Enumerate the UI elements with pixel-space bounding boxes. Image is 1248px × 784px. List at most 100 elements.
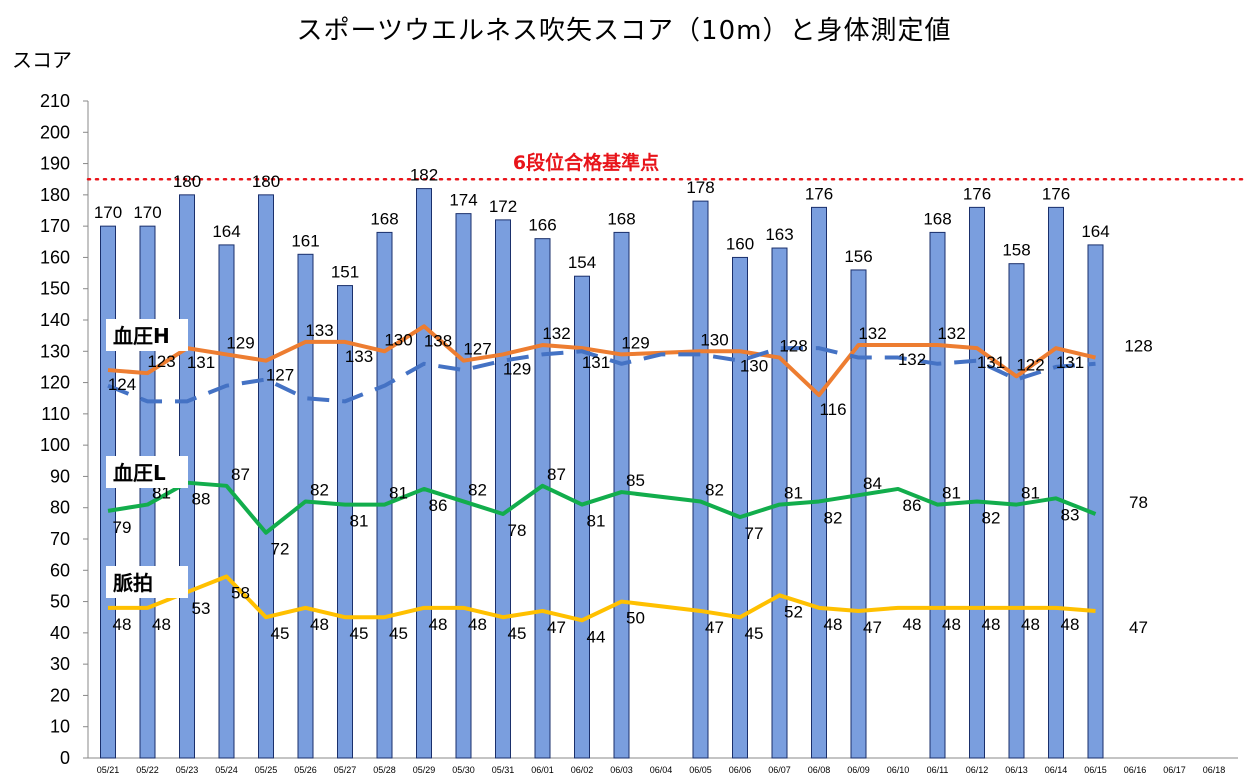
bp-low-value-label: 82 bbox=[982, 508, 1001, 527]
y-tick-label: 90 bbox=[50, 466, 70, 486]
bp-high-value-label: 132 bbox=[898, 350, 926, 369]
bar bbox=[218, 244, 235, 759]
x-tick-label: 06/06 bbox=[729, 765, 752, 775]
chart-title: スポーツウエルネス吹矢スコア（10m）と身体測定値 bbox=[296, 16, 952, 46]
y-tick-label: 170 bbox=[40, 216, 70, 236]
bar bbox=[376, 231, 393, 759]
y-tick-label: 10 bbox=[50, 717, 70, 737]
bp-low-value-label: 77 bbox=[745, 524, 764, 543]
x-tick-label: 05/27 bbox=[334, 765, 357, 775]
x-tick-label: 05/30 bbox=[452, 765, 475, 775]
bp-high-value-label: 129 bbox=[621, 333, 649, 352]
x-tick-label: 05/28 bbox=[373, 765, 396, 775]
bp-high-value-label: 132 bbox=[858, 324, 886, 343]
bp-low-value-label: 82 bbox=[705, 480, 724, 499]
pulse-value-label: 48 bbox=[903, 615, 922, 634]
x-tick-label: 06/02 bbox=[571, 765, 594, 775]
bp-high-value-label: 122 bbox=[1016, 355, 1044, 374]
bp-low-value-label: 81 bbox=[784, 484, 803, 503]
bar-value-label: 166 bbox=[528, 216, 556, 235]
series-label-bp-high-box bbox=[106, 319, 188, 351]
bp-high-value-label: 130 bbox=[384, 330, 412, 349]
x-tick-label: 06/18 bbox=[1203, 765, 1226, 775]
y-tick-label: 20 bbox=[50, 685, 70, 705]
x-tick-label: 06/16 bbox=[1124, 765, 1147, 775]
series-label-pulse: 脈拍 bbox=[113, 571, 153, 595]
series-label-bp-high: 血圧H bbox=[113, 324, 170, 348]
pulse-value-label: 48 bbox=[152, 615, 171, 634]
y-tick-label: 0 bbox=[60, 748, 70, 768]
pulse-value-label: 47 bbox=[1129, 618, 1148, 637]
pulse-value-label: 50 bbox=[626, 609, 645, 628]
bar bbox=[139, 225, 156, 759]
x-tick-label: 06/11 bbox=[927, 765, 949, 775]
bar-value-label: 160 bbox=[726, 234, 754, 253]
bp-high-value-label: 116 bbox=[819, 400, 846, 419]
series-line-bp-low bbox=[107, 480, 1097, 535]
bp-low-value-label: 82 bbox=[310, 480, 329, 499]
bp-low-value-label: 81 bbox=[942, 484, 961, 503]
bp-low-value-label: 82 bbox=[468, 480, 487, 499]
x-tick-label: 05/25 bbox=[255, 765, 278, 775]
bar-value-label: 180 bbox=[173, 172, 201, 191]
x-tick-label: 06/05 bbox=[689, 765, 712, 775]
x-tick-label: 06/03 bbox=[610, 765, 633, 775]
bar bbox=[574, 275, 590, 759]
x-tick-label: 06/04 bbox=[650, 765, 673, 775]
bar bbox=[811, 206, 827, 759]
bar bbox=[1048, 206, 1064, 759]
bp-high-value-label: 132 bbox=[542, 324, 570, 343]
y-tick-label: 160 bbox=[40, 247, 70, 267]
pulse-value-label: 48 bbox=[310, 615, 329, 634]
bar-value-label: 176 bbox=[1042, 184, 1070, 203]
bp-low-value-label: 78 bbox=[1129, 493, 1148, 512]
bp-high-value-label: 131 bbox=[582, 353, 610, 372]
y-tick-label: 100 bbox=[40, 435, 70, 455]
pulse-value-label: 45 bbox=[745, 624, 764, 643]
bp-high-value-label: 131 bbox=[977, 353, 1005, 372]
pulse-value-label: 48 bbox=[1021, 615, 1040, 634]
bar-value-label: 168 bbox=[370, 209, 398, 228]
series-label-pulse-box bbox=[106, 566, 188, 598]
bp-low-value-label: 86 bbox=[903, 496, 922, 515]
x-tick-label: 05/21 bbox=[97, 765, 120, 775]
bar-value-label: 164 bbox=[212, 222, 240, 241]
bar-value-label: 163 bbox=[765, 225, 793, 244]
y-tick-label: 120 bbox=[40, 373, 70, 393]
x-tick-label: 05/31 bbox=[492, 765, 515, 775]
bar bbox=[850, 269, 867, 759]
x-tick-label: 06/10 bbox=[887, 765, 910, 775]
x-tick-label: 06/15 bbox=[1084, 765, 1107, 775]
bp-low-value-label: 87 bbox=[231, 465, 250, 484]
bp-low-value-label: 87 bbox=[547, 465, 566, 484]
bp-low-value-label: 81 bbox=[587, 512, 606, 531]
bp-high-value-label: 130 bbox=[740, 356, 768, 375]
y-tick-label: 210 bbox=[40, 91, 70, 111]
bp-high-value-label: 127 bbox=[266, 366, 294, 385]
x-tick-label: 05/26 bbox=[294, 765, 317, 775]
x-tick-label: 06/17 bbox=[1163, 765, 1186, 775]
pulse-value-label: 45 bbox=[271, 624, 290, 643]
x-tick-label: 06/01 bbox=[531, 765, 554, 775]
bar-value-label: 156 bbox=[844, 247, 872, 266]
bar-value-label: 154 bbox=[568, 253, 596, 272]
bar-value-label: 170 bbox=[133, 203, 161, 222]
series-line-bp-high-trend bbox=[107, 346, 1096, 404]
bar bbox=[495, 219, 511, 759]
bp-high-value-label: 131 bbox=[187, 353, 215, 372]
y-tick-label: 60 bbox=[50, 560, 70, 580]
bp-high-value-label: 133 bbox=[345, 347, 373, 366]
bar-value-label: 172 bbox=[489, 197, 517, 216]
pulse-value-label: 47 bbox=[705, 618, 724, 637]
bp-high-value-label: 129 bbox=[503, 359, 531, 378]
x-tick-label: 06/12 bbox=[966, 765, 989, 775]
bp-high-value-label: 128 bbox=[1124, 337, 1152, 356]
bar-value-label: 158 bbox=[1002, 241, 1030, 260]
bp-high-value-label: 128 bbox=[779, 337, 807, 356]
bar bbox=[969, 206, 985, 759]
bp-high-value-label: 130 bbox=[700, 330, 728, 349]
x-tick-label: 05/22 bbox=[136, 765, 159, 775]
y-tick-label: 70 bbox=[50, 529, 70, 549]
pulse-value-label: 47 bbox=[863, 618, 882, 637]
